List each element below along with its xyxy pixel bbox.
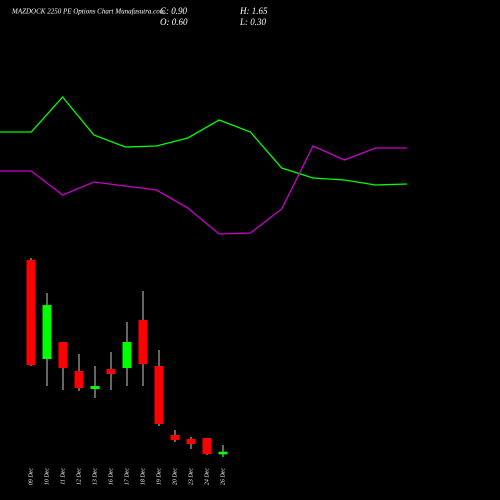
x-tick-label: 13 Dec [92, 468, 98, 485]
x-tick-label: 24 Dec [203, 468, 210, 485]
x-tick-label: 26 Dec [220, 468, 226, 485]
high-label: H: 1.65 [239, 6, 268, 16]
candle-body [170, 434, 180, 441]
open-label: O: 0.60 [160, 17, 188, 27]
candle-body [138, 320, 148, 365]
candle-body [90, 386, 100, 390]
chart-title: MAZDOCK 2250 PE Options Chart Munafasutr… [11, 8, 165, 16]
x-tick-label: 12 Dec [76, 468, 82, 485]
x-tick-label: 19 Dec [156, 468, 162, 485]
x-tick-label: 16 Dec [108, 468, 114, 485]
x-tick-label: 20 Dec [172, 468, 178, 485]
line-series [0, 96, 407, 186]
x-tick-label: 18 Dec [140, 468, 146, 485]
candle-body [202, 438, 212, 455]
line-series [0, 145, 407, 235]
x-tick-label: 11 Dec [60, 468, 66, 485]
candle-body [186, 438, 196, 445]
close-label: C: 0.90 [160, 6, 188, 16]
x-tick-label: 09 Dec [28, 468, 34, 485]
low-label: L: 0.30 [239, 17, 267, 27]
candle-body [218, 451, 228, 455]
candle-body [74, 370, 84, 389]
x-tick-label: 23 Dec [188, 468, 194, 485]
candle-body [122, 342, 132, 369]
candle-body [58, 342, 68, 369]
x-tick-label: 10 Dec [44, 468, 50, 485]
candle-body [154, 366, 164, 425]
candle-body [42, 305, 52, 359]
x-tick-label: 17 Dec [124, 468, 130, 485]
candle-body [26, 260, 36, 366]
candle-body [106, 369, 116, 375]
